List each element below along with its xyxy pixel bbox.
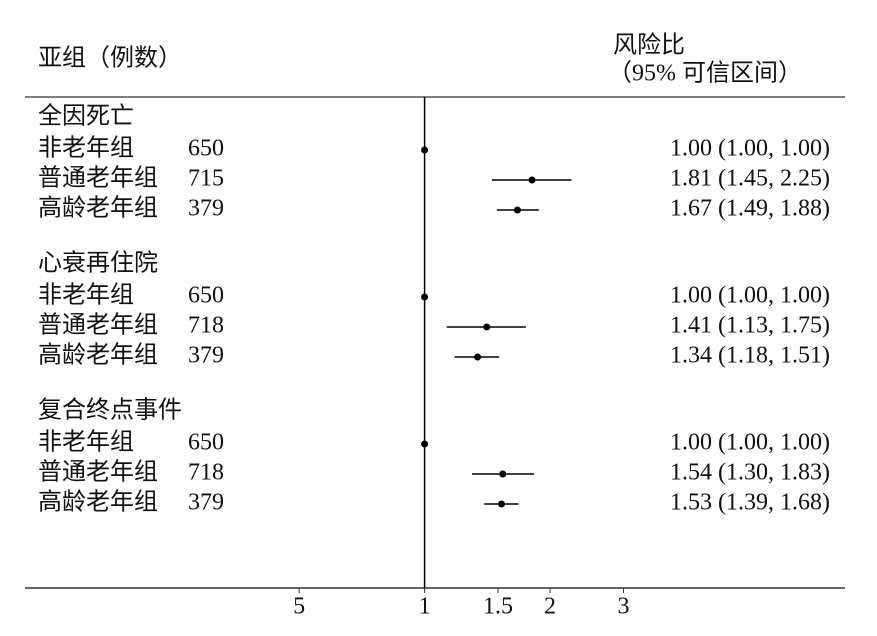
row-n: 379 <box>188 196 224 222</box>
ratio-point <box>421 440 429 448</box>
row-n: 650 <box>188 430 224 456</box>
ratio-label: 1.00 (1.00, 1.00) <box>670 283 830 309</box>
ratio-label: 1.54 (1.30, 1.83) <box>670 460 830 486</box>
row-n: 379 <box>188 490 224 516</box>
row-label: 普通老年组 <box>38 459 158 486</box>
x-tick-label: 3 <box>617 594 629 620</box>
ci-header: （95% 可信区间） <box>608 60 802 87</box>
row-n: 379 <box>188 343 224 369</box>
row-label: 高龄老年组 <box>38 342 158 369</box>
ratio-point <box>421 293 429 301</box>
ratio-header: 风险比 <box>613 32 685 59</box>
x-tick-label: 1 <box>419 594 431 620</box>
x-tick-label: 2 <box>544 594 556 620</box>
row-n: 718 <box>188 460 224 486</box>
row-n: 718 <box>188 313 224 339</box>
ratio-label: 1.00 (1.00, 1.00) <box>670 136 830 162</box>
row-label: 非老年组 <box>38 135 134 162</box>
ratio-label: 1.41 (1.13, 1.75) <box>670 313 830 339</box>
row-label: 非老年组 <box>38 282 134 309</box>
ratio-point <box>498 500 506 508</box>
ratio-label: 1.67 (1.49, 1.88) <box>670 196 830 222</box>
ratio-point <box>483 323 491 331</box>
ratio-label: 1.00 (1.00, 1.00) <box>670 430 830 456</box>
ratio-point <box>528 176 536 184</box>
row-n: 650 <box>188 136 224 162</box>
ratio-point <box>513 206 521 214</box>
ratio-label: 1.53 (1.39, 1.68) <box>670 490 830 516</box>
row-label: 非老年组 <box>38 429 134 456</box>
ratio-point <box>474 353 482 361</box>
row-label: 高龄老年组 <box>38 195 158 222</box>
row-label: 高龄老年组 <box>38 489 158 516</box>
subgroup-header: 亚组（例数） <box>38 45 182 72</box>
row-label: 普通老年组 <box>38 312 158 339</box>
row-label: 普通老年组 <box>38 165 158 192</box>
x-tick-label: 5 <box>293 594 305 620</box>
group-title: 心衰再住院 <box>38 250 158 277</box>
ratio-label: 1.34 (1.18, 1.51) <box>670 343 830 369</box>
ratio-label: 1.81 (1.45, 2.25) <box>670 166 830 192</box>
ratio-point <box>421 146 429 154</box>
group-title: 复合终点事件 <box>38 397 182 424</box>
x-tick-label: 1.5 <box>483 594 513 620</box>
row-n: 650 <box>188 283 224 309</box>
ratio-point <box>499 470 507 478</box>
row-n: 715 <box>188 166 224 192</box>
group-title: 全因死亡 <box>38 103 134 130</box>
